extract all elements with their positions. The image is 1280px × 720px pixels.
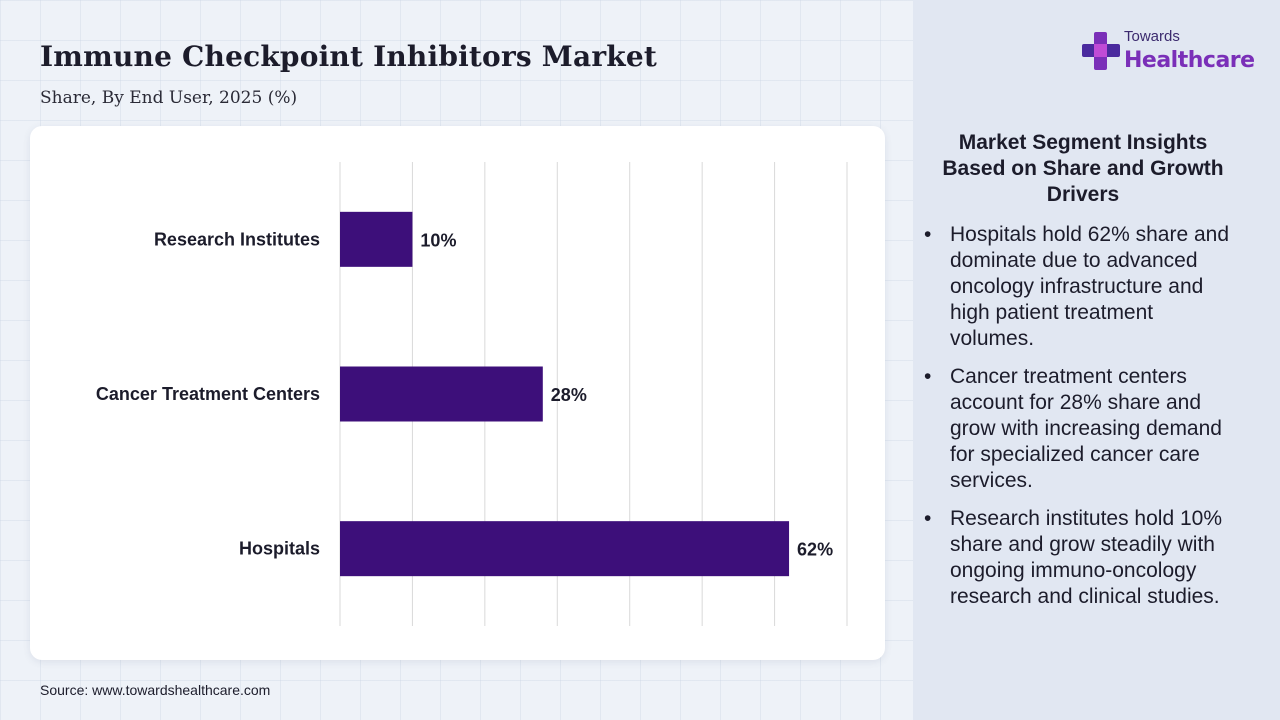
page-subtitle: Share, By End User, 2025 (%) xyxy=(40,88,298,108)
chart-card: Research Institutes 10% Cancer Treatment C… xyxy=(30,126,885,660)
bar-chart: Research Institutes 10% Cancer Treatment C… xyxy=(96,162,848,626)
bar xyxy=(340,366,543,422)
bar xyxy=(340,211,413,267)
logo-text-towards: Towards xyxy=(1124,28,1180,45)
bar xyxy=(340,521,790,577)
insights-list: Hospitals hold 62% share and dominate du… xyxy=(922,222,1242,622)
logo-text-healthcare: Healthcare xyxy=(1124,48,1255,73)
left-panel: Immune Checkpoint Inhibitors Market Shar… xyxy=(30,40,885,698)
page-title: Immune Checkpoint Inhibitors Market xyxy=(40,40,658,73)
data-label: 10% xyxy=(420,230,456,250)
insights-title: Market Segment Insights Based on Share a… xyxy=(942,131,1224,206)
insight-item: Research institutes hold 10% share and g… xyxy=(922,506,1242,610)
source-note: Source: www.towardshealthcare.com xyxy=(40,682,271,698)
insight-item: Cancer treatment centers account for 28%… xyxy=(922,364,1242,494)
cross-plus-icon xyxy=(1082,32,1120,70)
brand-logo: Towards Healthcare xyxy=(1080,26,1260,78)
category-label: Research Institutes xyxy=(154,229,320,249)
category-label: Hospitals xyxy=(239,539,320,559)
data-label: 28% xyxy=(551,385,587,405)
insight-item: Hospitals hold 62% share and dominate du… xyxy=(922,222,1242,352)
category-label: Cancer Treatment Centers xyxy=(96,384,320,404)
data-label: 62% xyxy=(797,540,833,560)
